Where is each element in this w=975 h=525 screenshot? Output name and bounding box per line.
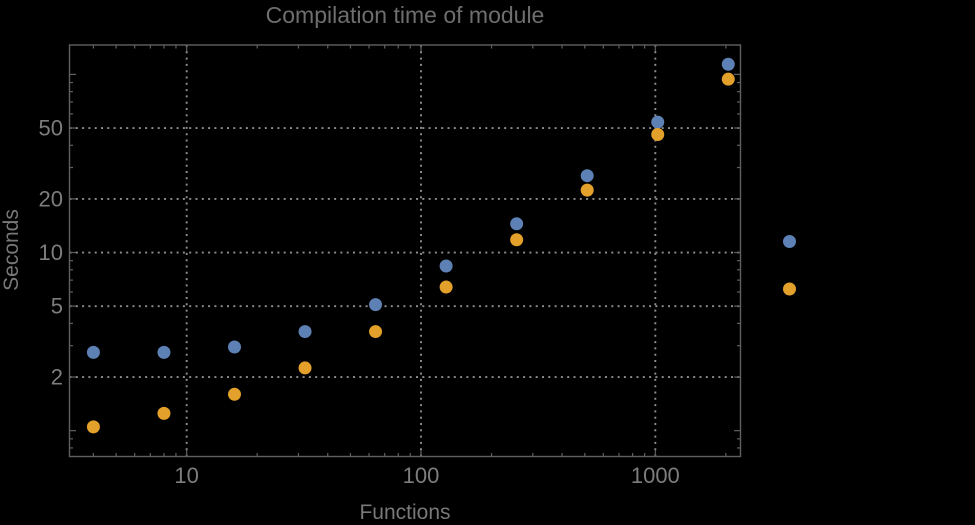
series-orange	[86, 72, 735, 434]
x-tick-label: 10	[174, 463, 198, 488]
x-tick-label: 100	[403, 463, 440, 488]
data-point-orange	[510, 233, 524, 247]
legend	[783, 235, 796, 296]
y-tick-label: 5	[51, 294, 63, 319]
x-tick-label: 1000	[631, 463, 680, 488]
y-tick-label: 10	[39, 240, 63, 265]
data-point-orange	[86, 420, 100, 434]
y-axis-label: Seconds	[0, 209, 23, 291]
series-blue	[86, 57, 735, 359]
data-point-orange	[721, 72, 735, 86]
y-tick-label: 20	[39, 186, 63, 211]
tick-labels: 10 100 1000 2 5 10 20 50	[39, 116, 680, 488]
data-point-orange	[227, 387, 241, 401]
data-point-orange	[580, 183, 594, 197]
data-point-blue	[298, 325, 312, 339]
axis-ticks	[69, 45, 741, 457]
legend-marker	[783, 235, 796, 248]
data-point-blue	[157, 345, 171, 359]
data-point-orange	[439, 280, 453, 294]
data-point-orange	[369, 325, 383, 339]
data-point-blue	[580, 169, 594, 183]
data-point-orange	[651, 127, 665, 141]
gridlines	[69, 45, 741, 457]
y-tick-label: 2	[51, 365, 63, 390]
data-point-blue	[439, 259, 453, 273]
data-point-blue	[86, 345, 100, 359]
legend-marker	[783, 282, 796, 296]
chart-title: Compilation time of module	[265, 2, 545, 28]
data-point-blue	[721, 57, 735, 71]
data-point-blue	[510, 217, 524, 231]
y-tick-label: 50	[39, 116, 63, 141]
data-point-blue	[369, 298, 383, 312]
data-point-orange	[157, 406, 171, 420]
data-point-blue	[227, 340, 241, 354]
data-point-blue	[651, 115, 665, 129]
plot-frame	[68, 44, 742, 458]
data-point-orange	[298, 361, 312, 375]
x-axis-label: Functions	[359, 501, 451, 524]
